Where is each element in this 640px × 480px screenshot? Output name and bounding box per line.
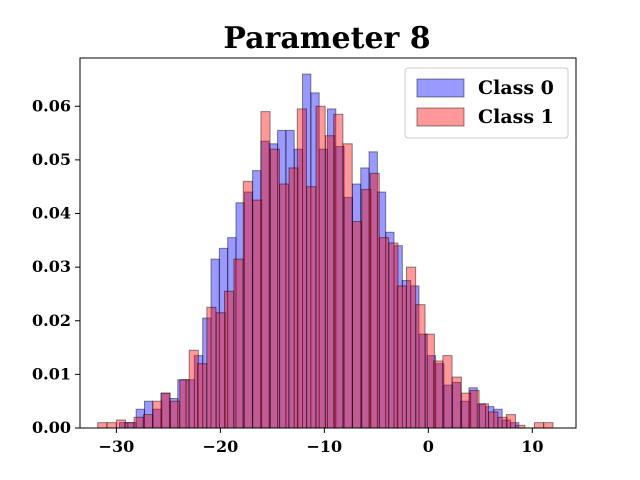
bar: [351, 221, 363, 429]
bar: [543, 422, 554, 429]
x-tick-label: −10: [307, 437, 343, 456]
y-tick-label: 0.05: [32, 150, 71, 169]
bar: [424, 333, 435, 429]
x-axis: −30 −20 −10 0 10: [99, 428, 543, 456]
bar: [415, 304, 426, 429]
bar: [533, 422, 545, 429]
legend-swatch: [416, 107, 465, 127]
bar: [233, 258, 244, 429]
y-tick-label: 0.03: [32, 257, 71, 276]
x-tick-label: 0: [423, 437, 434, 456]
bar: [252, 199, 263, 429]
bar: [451, 376, 462, 429]
y-tick-label: 0.01: [32, 364, 71, 383]
bar: [342, 143, 353, 429]
bar: [442, 355, 453, 429]
bar: [288, 167, 299, 429]
bar: [124, 422, 135, 429]
bar: [306, 186, 317, 429]
y-tick-label: 0.04: [32, 204, 71, 223]
bar: [433, 360, 444, 429]
bar: [488, 411, 499, 429]
bar: [242, 180, 253, 429]
bar: [260, 111, 271, 429]
bar: [269, 148, 280, 429]
bar: [279, 183, 290, 429]
bar: [406, 266, 417, 429]
bar: [478, 403, 489, 429]
y-tick-label: 0.06: [32, 96, 71, 115]
bars-layer: [97, 73, 554, 429]
chart-title: Parameter 8: [223, 21, 430, 56]
y-axis: 0.00 0.01 0.02 0.03 0.04 0.05 0.06: [32, 96, 80, 437]
bar: [378, 237, 390, 429]
bar: [315, 105, 326, 429]
bar: [396, 285, 407, 429]
bar: [188, 349, 199, 429]
bar: [296, 108, 307, 429]
bar: [505, 414, 516, 429]
bar: [469, 389, 480, 429]
legend-box: [404, 67, 569, 139]
series-0: [119, 73, 520, 429]
bar: [333, 113, 344, 429]
bar: [206, 306, 217, 429]
legend: Class 0 Class 1: [404, 67, 569, 139]
y-tick-label: 0.02: [32, 311, 71, 330]
plot-frame: [79, 57, 577, 429]
bar: [197, 363, 208, 429]
bar: [179, 379, 190, 429]
bar: [152, 400, 163, 429]
legend-label: Class 0: [478, 77, 554, 99]
x-tick-label: −30: [99, 437, 135, 456]
bar: [324, 135, 336, 429]
bar: [361, 188, 372, 429]
bar: [369, 172, 380, 429]
bar: [97, 422, 108, 429]
series-1: [97, 105, 554, 429]
legend-label: Class 1: [478, 106, 554, 128]
bar: [497, 416, 508, 429]
bar: [142, 414, 154, 429]
bar: [169, 400, 181, 429]
bar: [215, 312, 226, 429]
bar: [461, 392, 472, 429]
bar: [133, 416, 144, 429]
legend-swatch: [416, 78, 465, 98]
bar: [115, 419, 127, 429]
x-tick-label: −20: [203, 437, 239, 456]
bar: [160, 392, 171, 429]
bar: [388, 242, 399, 429]
bar: [224, 290, 235, 429]
bar: [106, 422, 117, 429]
x-tick-label: 10: [521, 437, 543, 456]
y-tick-label: 0.00: [32, 418, 71, 437]
